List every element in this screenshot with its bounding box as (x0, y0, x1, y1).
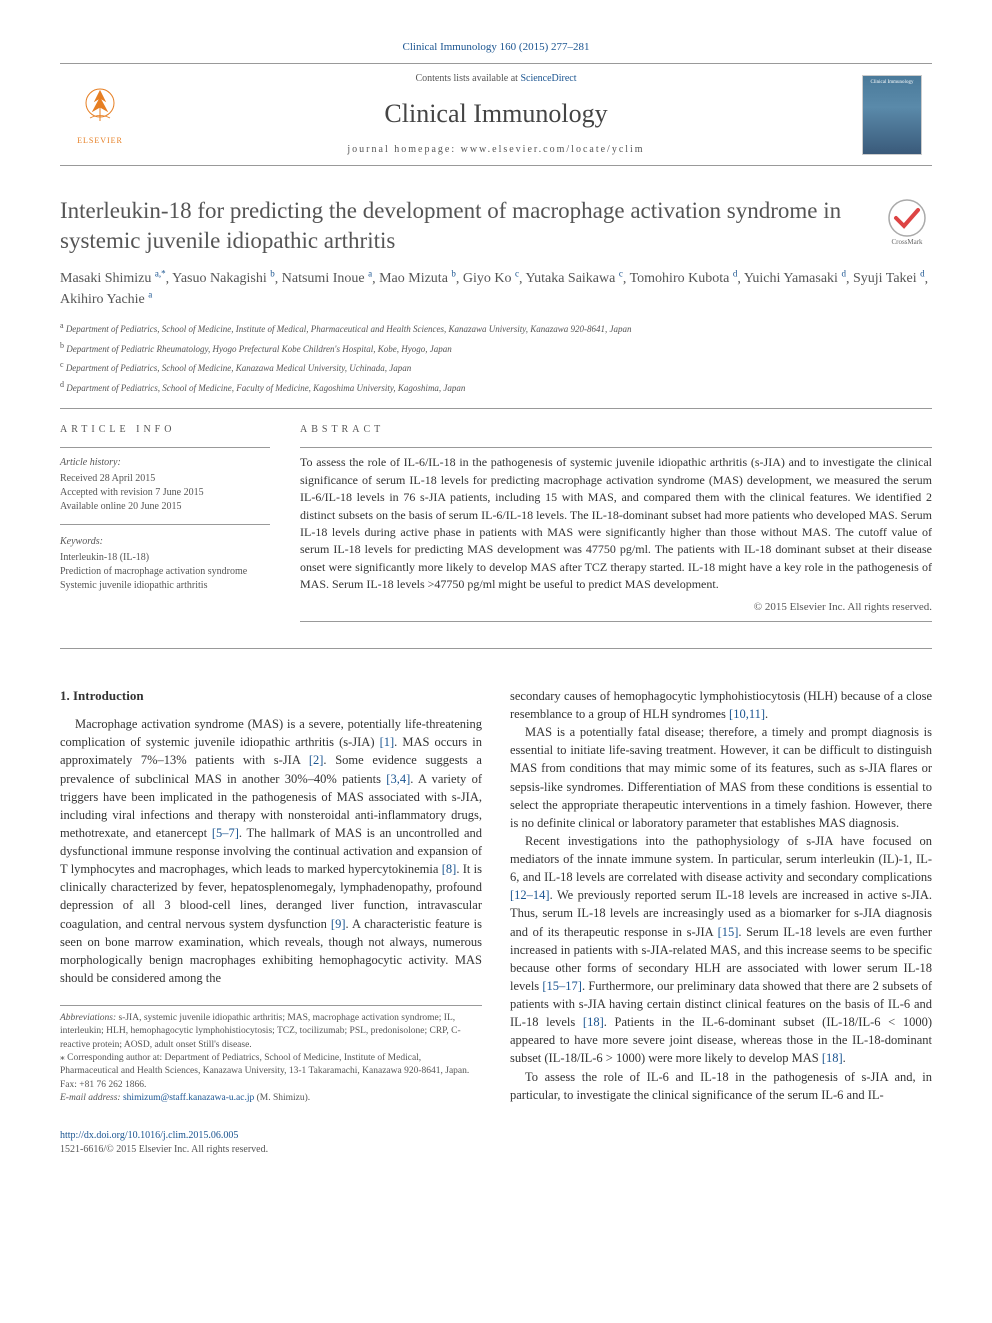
citation-ref[interactable]: [8] (442, 862, 457, 876)
sciencedirect-link[interactable]: ScienceDirect (520, 73, 576, 84)
corresponding-label: ⁎ Corresponding author at: (60, 1053, 164, 1063)
accepted-date: Accepted with revision 7 June 2015 (60, 486, 270, 500)
affiliation: b Department of Pediatric Rheumatology, … (60, 340, 932, 356)
journal-homepage: journal homepage: www.elsevier.com/locat… (130, 143, 862, 157)
author: Tomohiro Kubota d (630, 271, 738, 286)
journal-name: Clinical Immunology (130, 96, 862, 132)
body-paragraph: To assess the role of IL-6 and IL-18 in … (510, 1068, 932, 1104)
separator (60, 648, 932, 649)
svg-text:CrossMark: CrossMark (891, 238, 923, 246)
keywords-heading: Keywords: (60, 535, 270, 549)
keyword: Systemic juvenile idiopathic arthritis (60, 579, 270, 593)
author: Yuichi Yamasaki d (744, 271, 846, 286)
citation-ref[interactable]: [12–14] (510, 888, 550, 902)
author: Mao Mizuta b (379, 271, 456, 286)
abstract-text: To assess the role of IL-6/IL-18 in the … (300, 454, 932, 593)
article-title: Interleukin-18 for predicting the develo… (60, 196, 862, 256)
keyword: Interleukin-18 (IL-18) (60, 551, 270, 565)
author: Masaki Shimizu a,* (60, 271, 166, 286)
email-label: E-mail address: (60, 1093, 123, 1103)
author: Yutaka Saikawa c (526, 271, 623, 286)
citation-ref[interactable]: [1] (380, 735, 395, 749)
citation-ref[interactable]: [9] (331, 917, 346, 931)
homepage-url[interactable]: www.elsevier.com/locate/yclim (461, 144, 645, 155)
journal-citation[interactable]: Clinical Immunology 160 (2015) 277–281 (60, 40, 932, 55)
elsevier-tree-icon (75, 83, 125, 133)
abstract-heading: ABSTRACT (300, 423, 932, 437)
journal-cover-thumbnail[interactable]: Clinical Immunology (862, 75, 922, 155)
citation-ref[interactable]: [15] (718, 925, 739, 939)
citation-ref[interactable]: [10,11] (729, 707, 765, 721)
received-date: Received 28 April 2015 (60, 472, 270, 486)
email-suffix: (M. Shimizu). (254, 1093, 310, 1103)
elsevier-label: ELSEVIER (77, 135, 123, 146)
citation-ref[interactable]: [18] (822, 1051, 843, 1065)
author: Syuji Takei d (853, 271, 925, 286)
contents-available: Contents lists available at ScienceDirec… (130, 72, 862, 86)
abbrev-label: Abbreviations: (60, 1013, 116, 1023)
online-date: Available online 20 June 2015 (60, 500, 270, 514)
author: Natsumi Inoue a (282, 271, 372, 286)
crossmark-badge[interactable]: CrossMark (882, 196, 932, 246)
citation-ref[interactable]: [15–17] (542, 979, 582, 993)
crossmark-icon: CrossMark (882, 196, 932, 246)
journal-header: ELSEVIER Contents lists available at Sci… (60, 63, 932, 165)
intro-heading: 1. Introduction (60, 687, 482, 705)
affiliation: a Department of Pediatrics, School of Me… (60, 320, 932, 336)
history-heading: Article history: (60, 456, 270, 470)
footer: http://dx.doi.org/10.1016/j.clim.2015.06… (60, 1129, 932, 1157)
citation-ref[interactable]: [2] (309, 753, 324, 767)
citation-ref[interactable]: [18] (583, 1015, 604, 1029)
abbrev-text: s-JIA, systemic juvenile idiopathic arth… (60, 1013, 461, 1050)
elsevier-logo[interactable]: ELSEVIER (70, 80, 130, 150)
authors-list: Masaki Shimizu a,*, Yasuo Nakagishi b, N… (60, 268, 932, 311)
separator (60, 408, 932, 409)
citation-ref[interactable]: [5–7] (212, 826, 239, 840)
citation-ref[interactable]: [3,4] (386, 772, 410, 786)
affiliation: d Department of Pediatrics, School of Me… (60, 379, 932, 395)
body-paragraph: Recent investigations into the pathophys… (510, 832, 932, 1068)
footnotes: Abbreviations: s-JIA, systemic juvenile … (60, 1005, 482, 1105)
article-info-heading: ARTICLE INFO (60, 423, 270, 437)
body-paragraph: Macrophage activation syndrome (MAS) is … (60, 715, 482, 987)
author: Akihiro Yachie a (60, 292, 152, 307)
doi-link[interactable]: http://dx.doi.org/10.1016/j.clim.2015.06… (60, 1129, 932, 1143)
keyword: Prediction of macrophage activation synd… (60, 565, 270, 579)
body-paragraph: MAS is a potentially fatal disease; ther… (510, 723, 932, 832)
affiliation: c Department of Pediatrics, School of Me… (60, 359, 932, 375)
author: Yasuo Nakagishi b (172, 271, 275, 286)
author: Giyo Ko c (463, 271, 519, 286)
corresponding-email[interactable]: shimizum@staff.kanazawa-u.ac.jp (123, 1093, 254, 1103)
article-info-sidebar: ARTICLE INFO Article history: Received 2… (60, 423, 270, 628)
body-paragraph: secondary causes of hemophagocytic lymph… (510, 687, 932, 723)
copyright: © 2015 Elsevier Inc. All rights reserved… (300, 600, 932, 615)
issn-copyright: 1521-6616/© 2015 Elsevier Inc. All right… (60, 1143, 932, 1157)
